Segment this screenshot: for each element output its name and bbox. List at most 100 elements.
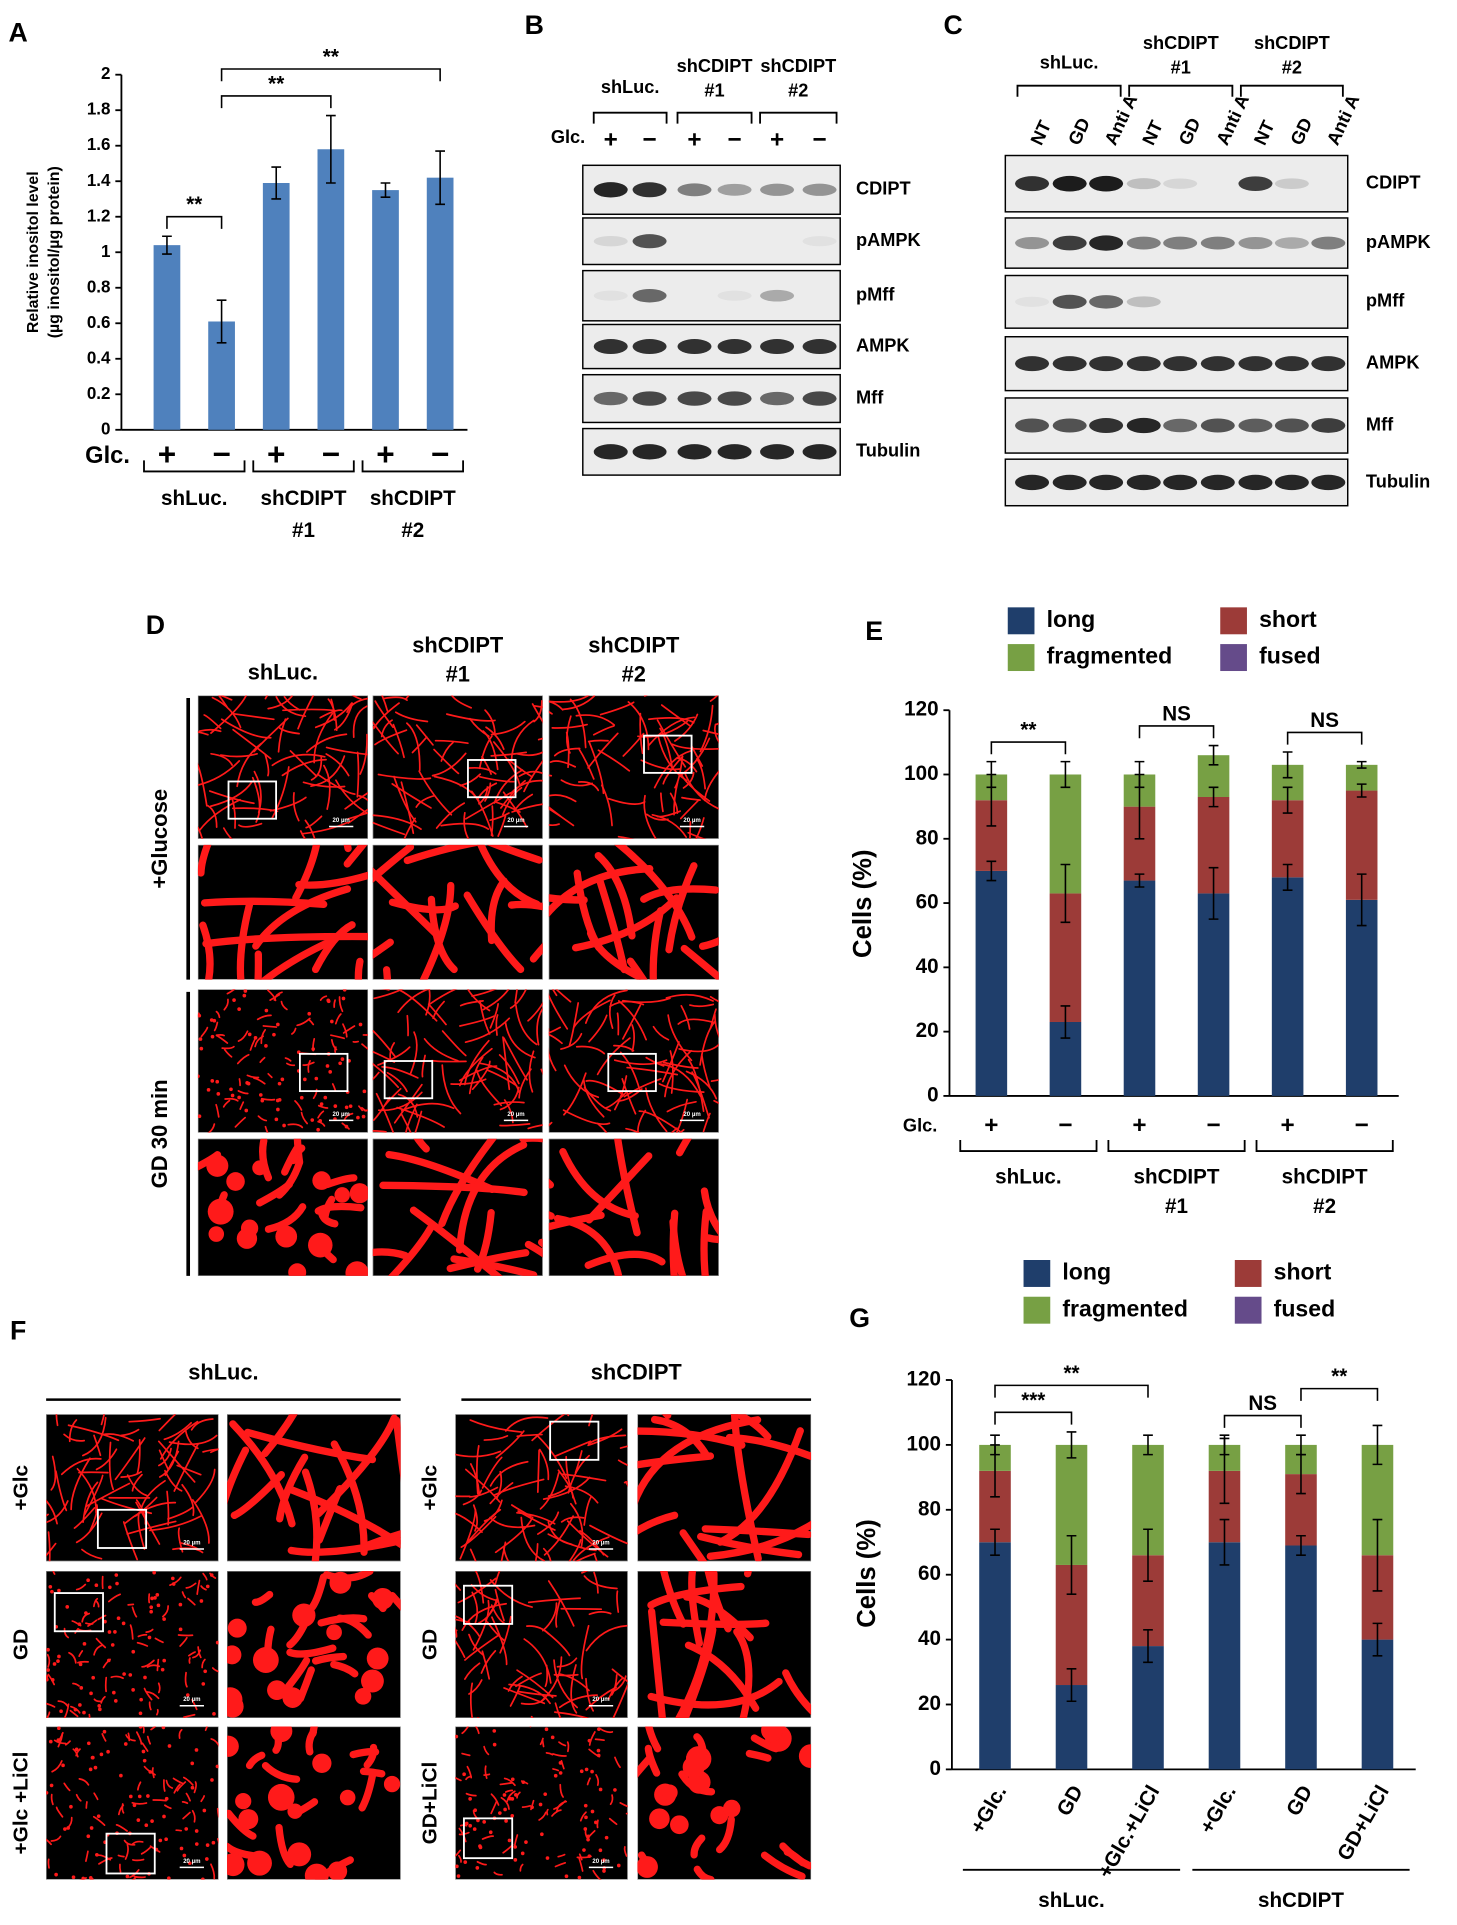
mitochondrion xyxy=(492,1729,496,1733)
blot-band xyxy=(1311,418,1345,433)
mitochondrion xyxy=(462,1772,466,1776)
lane-group-label: shLuc. xyxy=(1040,51,1099,72)
mitochondrion xyxy=(106,1750,110,1754)
mitochondrion xyxy=(761,1719,783,1741)
lane-group-label: shCDIPT xyxy=(1143,32,1219,53)
mitochondrion xyxy=(139,1725,143,1729)
mitochondrion xyxy=(238,1809,258,1829)
mitochondrion xyxy=(312,1754,331,1773)
mitochondrion xyxy=(87,1741,91,1745)
mitochondrion xyxy=(216,1641,220,1645)
y-tick-label: 0 xyxy=(101,419,110,438)
mitochondrion xyxy=(103,1730,107,1734)
mitochondrion xyxy=(264,1044,268,1048)
bar xyxy=(372,190,399,430)
x-tick-label: + xyxy=(1132,1112,1146,1139)
significance-bracket xyxy=(222,69,441,81)
scale-bar-label: 20 µm xyxy=(683,817,701,824)
mitochondrion xyxy=(275,1118,279,1122)
mitochondrion xyxy=(342,997,346,1001)
significance-label: ** xyxy=(186,193,203,216)
x-tick-label: + xyxy=(376,436,394,472)
mitochondrion xyxy=(84,1611,88,1615)
mitochondrion xyxy=(473,1808,477,1812)
lane-group-bracket xyxy=(1241,86,1343,97)
mitochondrion xyxy=(59,1709,63,1713)
mitochondrion xyxy=(129,1795,133,1799)
blot-band xyxy=(1311,356,1345,371)
mitochondrion xyxy=(545,1727,549,1731)
mitochondrion xyxy=(406,662,421,699)
band-label: pAMPK xyxy=(856,229,922,250)
mitochondrion xyxy=(210,1018,214,1022)
mitochondrion xyxy=(599,1848,603,1852)
legend-label: fragmented xyxy=(1047,643,1173,669)
x-tick-label: − xyxy=(431,436,449,472)
mitochondrion xyxy=(89,1876,93,1880)
mitochondrion xyxy=(511,1777,515,1781)
bar-segment xyxy=(1132,1646,1164,1769)
blot-band xyxy=(718,391,752,405)
x-tick-label: +Glc. xyxy=(1195,1781,1240,1837)
mitochondrion xyxy=(212,1712,216,1716)
mitochondrion xyxy=(131,1650,135,1654)
mitochondrion xyxy=(350,1183,370,1203)
mitochondrion xyxy=(199,1047,203,1051)
mitochondrion xyxy=(108,1585,112,1589)
blot-band xyxy=(1163,237,1197,250)
mitochondrion xyxy=(468,1824,472,1828)
mitochondrion xyxy=(618,1013,619,1034)
mitochondrion xyxy=(139,1711,143,1715)
mitochondrion xyxy=(54,1873,58,1877)
mitochondrion xyxy=(46,1648,50,1652)
x-tick-label: GD+LiCl xyxy=(1333,1781,1394,1864)
mitochondrion xyxy=(162,1617,166,1621)
mitochondrion xyxy=(206,1155,228,1177)
mitochondrion xyxy=(359,1023,363,1027)
mitochondrion xyxy=(514,1858,518,1862)
group-label: #1 xyxy=(1165,1195,1188,1218)
mitochondrion xyxy=(463,1860,467,1864)
mitochondrion xyxy=(272,1033,276,1037)
blot-band xyxy=(1238,419,1272,433)
mitochondrion xyxy=(323,1096,327,1100)
lane-label: NT xyxy=(1138,117,1167,148)
legend-label: fused xyxy=(1274,1295,1336,1321)
mitochondrion xyxy=(164,1780,165,1791)
mitochondrion xyxy=(218,1736,239,1757)
mitochondrion xyxy=(559,1761,563,1765)
mitochondrion xyxy=(167,1876,171,1880)
mitochondrion xyxy=(126,1875,130,1879)
mitochondrion xyxy=(216,1092,220,1096)
blot-band xyxy=(1201,475,1235,490)
mitochondrion xyxy=(56,1659,60,1663)
mitochondrion xyxy=(211,1035,215,1039)
mitochondrion xyxy=(226,1172,245,1191)
mitochondrion xyxy=(596,1739,604,1740)
mitochondrion xyxy=(613,1788,617,1792)
group-bracket xyxy=(960,1140,1096,1151)
mitochondrion xyxy=(228,1619,247,1638)
row-label: GD 30 min xyxy=(147,1079,172,1188)
mitochondrion xyxy=(210,1778,214,1782)
blot-band xyxy=(1053,418,1087,432)
mitochondrion xyxy=(310,1118,314,1122)
mitochondrion xyxy=(199,1037,203,1041)
mitochondrion xyxy=(53,1662,57,1666)
group-label: shCDIPT xyxy=(261,487,347,510)
mitochondrion xyxy=(584,1815,588,1819)
blot-band xyxy=(1053,176,1087,192)
mitochondrion xyxy=(146,1794,150,1798)
mitochondrion xyxy=(455,1864,459,1868)
mitochondrion xyxy=(205,1857,209,1861)
mitochondrion xyxy=(215,1080,219,1084)
mitochondrion xyxy=(237,1007,241,1011)
bar-segment xyxy=(976,871,1008,1096)
mitochondrion xyxy=(580,1769,584,1773)
group-label: shLuc. xyxy=(1038,1889,1104,1912)
mitochondrion xyxy=(314,1077,318,1081)
band-label: Tubulin xyxy=(856,440,920,461)
row-label: +Glc xyxy=(9,1465,32,1511)
